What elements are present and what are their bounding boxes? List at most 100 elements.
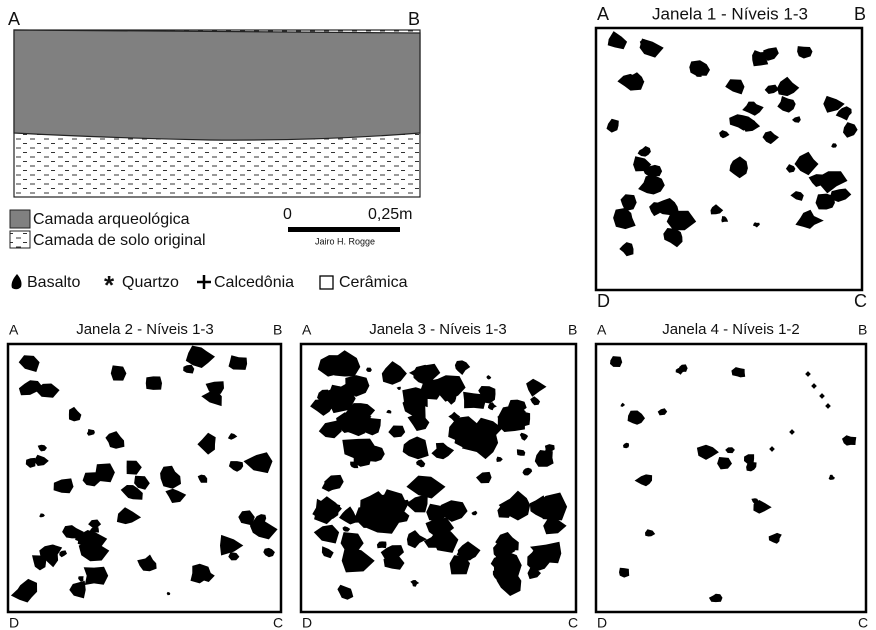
basalt-fragment	[256, 514, 267, 522]
corner-label: A	[9, 322, 19, 338]
basalt-fragment	[205, 381, 224, 395]
corner-label: B	[568, 322, 577, 338]
fragment	[811, 383, 817, 389]
basalt-fragment	[717, 457, 732, 470]
corner-label: B	[408, 9, 420, 29]
basalt-fragment	[388, 425, 406, 438]
basalt-fragment	[820, 171, 848, 194]
basalt-fragment	[823, 95, 845, 113]
basalt-fragment	[625, 72, 644, 90]
basalt-fragment	[313, 524, 340, 544]
basalt-fragment	[623, 442, 630, 449]
basalt-fragment	[403, 499, 410, 506]
basalt-fragment	[243, 452, 273, 474]
basalt-fragment	[83, 566, 109, 585]
basalt-fragment	[318, 420, 342, 439]
basalt-fragment	[657, 408, 668, 416]
basalt-fragment	[86, 429, 95, 436]
basalt-fragment	[355, 410, 372, 424]
basalt-fragment	[386, 409, 392, 414]
basalt-fragment	[220, 534, 244, 556]
basalt-fragment	[369, 493, 397, 513]
legend-label: Camada arqueológica	[33, 211, 190, 228]
basalt-fragment	[620, 194, 637, 212]
basalt-fragment	[743, 120, 761, 132]
basalt-fragment	[18, 355, 40, 372]
basalt-fragment	[197, 474, 208, 483]
basalt-fragment	[59, 550, 67, 558]
basalt-fragment	[794, 151, 819, 176]
legend-label: Calcedônia	[214, 274, 294, 291]
basalt-fragment	[785, 164, 796, 173]
basalt-fragment	[116, 507, 142, 525]
fragment	[805, 371, 811, 377]
basalt-fragment	[655, 198, 680, 215]
basalt-fragment	[638, 175, 665, 195]
basalt-fragment	[342, 526, 351, 532]
basalt-fragment	[710, 204, 724, 215]
legend-label: Cerâmica	[339, 274, 408, 291]
basalt-fragment	[708, 593, 723, 603]
basalt-fragment	[405, 494, 428, 513]
basalt-fragment	[444, 394, 457, 405]
basalt-fragment	[795, 209, 824, 229]
basalt-fragment	[675, 367, 685, 375]
basalt-fragment	[543, 518, 567, 535]
basalt-fragment	[744, 454, 755, 465]
scale-bar	[288, 227, 400, 232]
basalt-fragment	[762, 130, 779, 145]
basalt-fragment	[376, 541, 387, 549]
basalt-fragment	[432, 528, 459, 553]
basalt-fragment	[454, 429, 483, 449]
basalt-fragment	[476, 471, 492, 484]
basalt-fragment	[645, 529, 656, 537]
window-frame	[594, 342, 868, 614]
basalt-fragment	[18, 380, 44, 396]
basalt-fragment	[454, 360, 471, 375]
basalt-fragment	[50, 544, 58, 551]
corner-label: D	[597, 291, 610, 311]
basalt-fragment	[396, 386, 401, 390]
basalt-fragment	[742, 101, 764, 116]
basalt-fragment	[33, 454, 49, 466]
basalt-fragment	[606, 118, 619, 133]
basalt-fragment	[238, 510, 255, 526]
basalt-fragment	[78, 576, 84, 582]
basalt-fragment	[160, 465, 181, 489]
basalt-fragment	[777, 96, 796, 113]
basalt-fragment	[751, 498, 759, 505]
basalt-fragment	[731, 367, 746, 378]
basalt-fragment	[496, 570, 522, 596]
basalt-fragment	[478, 386, 496, 404]
corner-label: B	[858, 322, 867, 338]
fragment	[825, 403, 831, 409]
legend-swatch	[9, 230, 31, 249]
basalt-fragment	[498, 490, 531, 521]
basalt-fragment	[409, 363, 441, 381]
basalt-fragment	[249, 516, 278, 540]
basalt-fragment	[634, 474, 653, 487]
basalt-fragment	[166, 591, 171, 596]
basalt-fragment	[32, 555, 47, 571]
basalt-fragment	[37, 444, 47, 452]
basalt-fragment	[496, 456, 503, 462]
window-title: Janela 4 - Níveis 1-2	[662, 321, 800, 338]
basalt-fragment	[666, 210, 697, 231]
basalt-fragment	[619, 567, 630, 578]
basalt-fragment	[62, 525, 84, 539]
basalt-fragment	[456, 545, 478, 561]
corner-label: C	[273, 615, 283, 630]
basalt-fragment	[88, 519, 102, 528]
basalt-fragment	[120, 485, 143, 500]
basalt-fragment	[321, 477, 341, 492]
corner-label: D	[9, 615, 19, 630]
basalt-fragment	[53, 478, 74, 494]
basalt-fragment	[831, 143, 837, 148]
corner-label: C	[854, 291, 867, 311]
basalt-fragment	[719, 130, 730, 139]
legend-swatch	[9, 209, 31, 229]
chalcedony-icon	[197, 275, 211, 289]
basalt-fragment	[314, 496, 342, 525]
basalt-fragment	[777, 76, 800, 97]
basalt-fragment	[317, 389, 332, 403]
